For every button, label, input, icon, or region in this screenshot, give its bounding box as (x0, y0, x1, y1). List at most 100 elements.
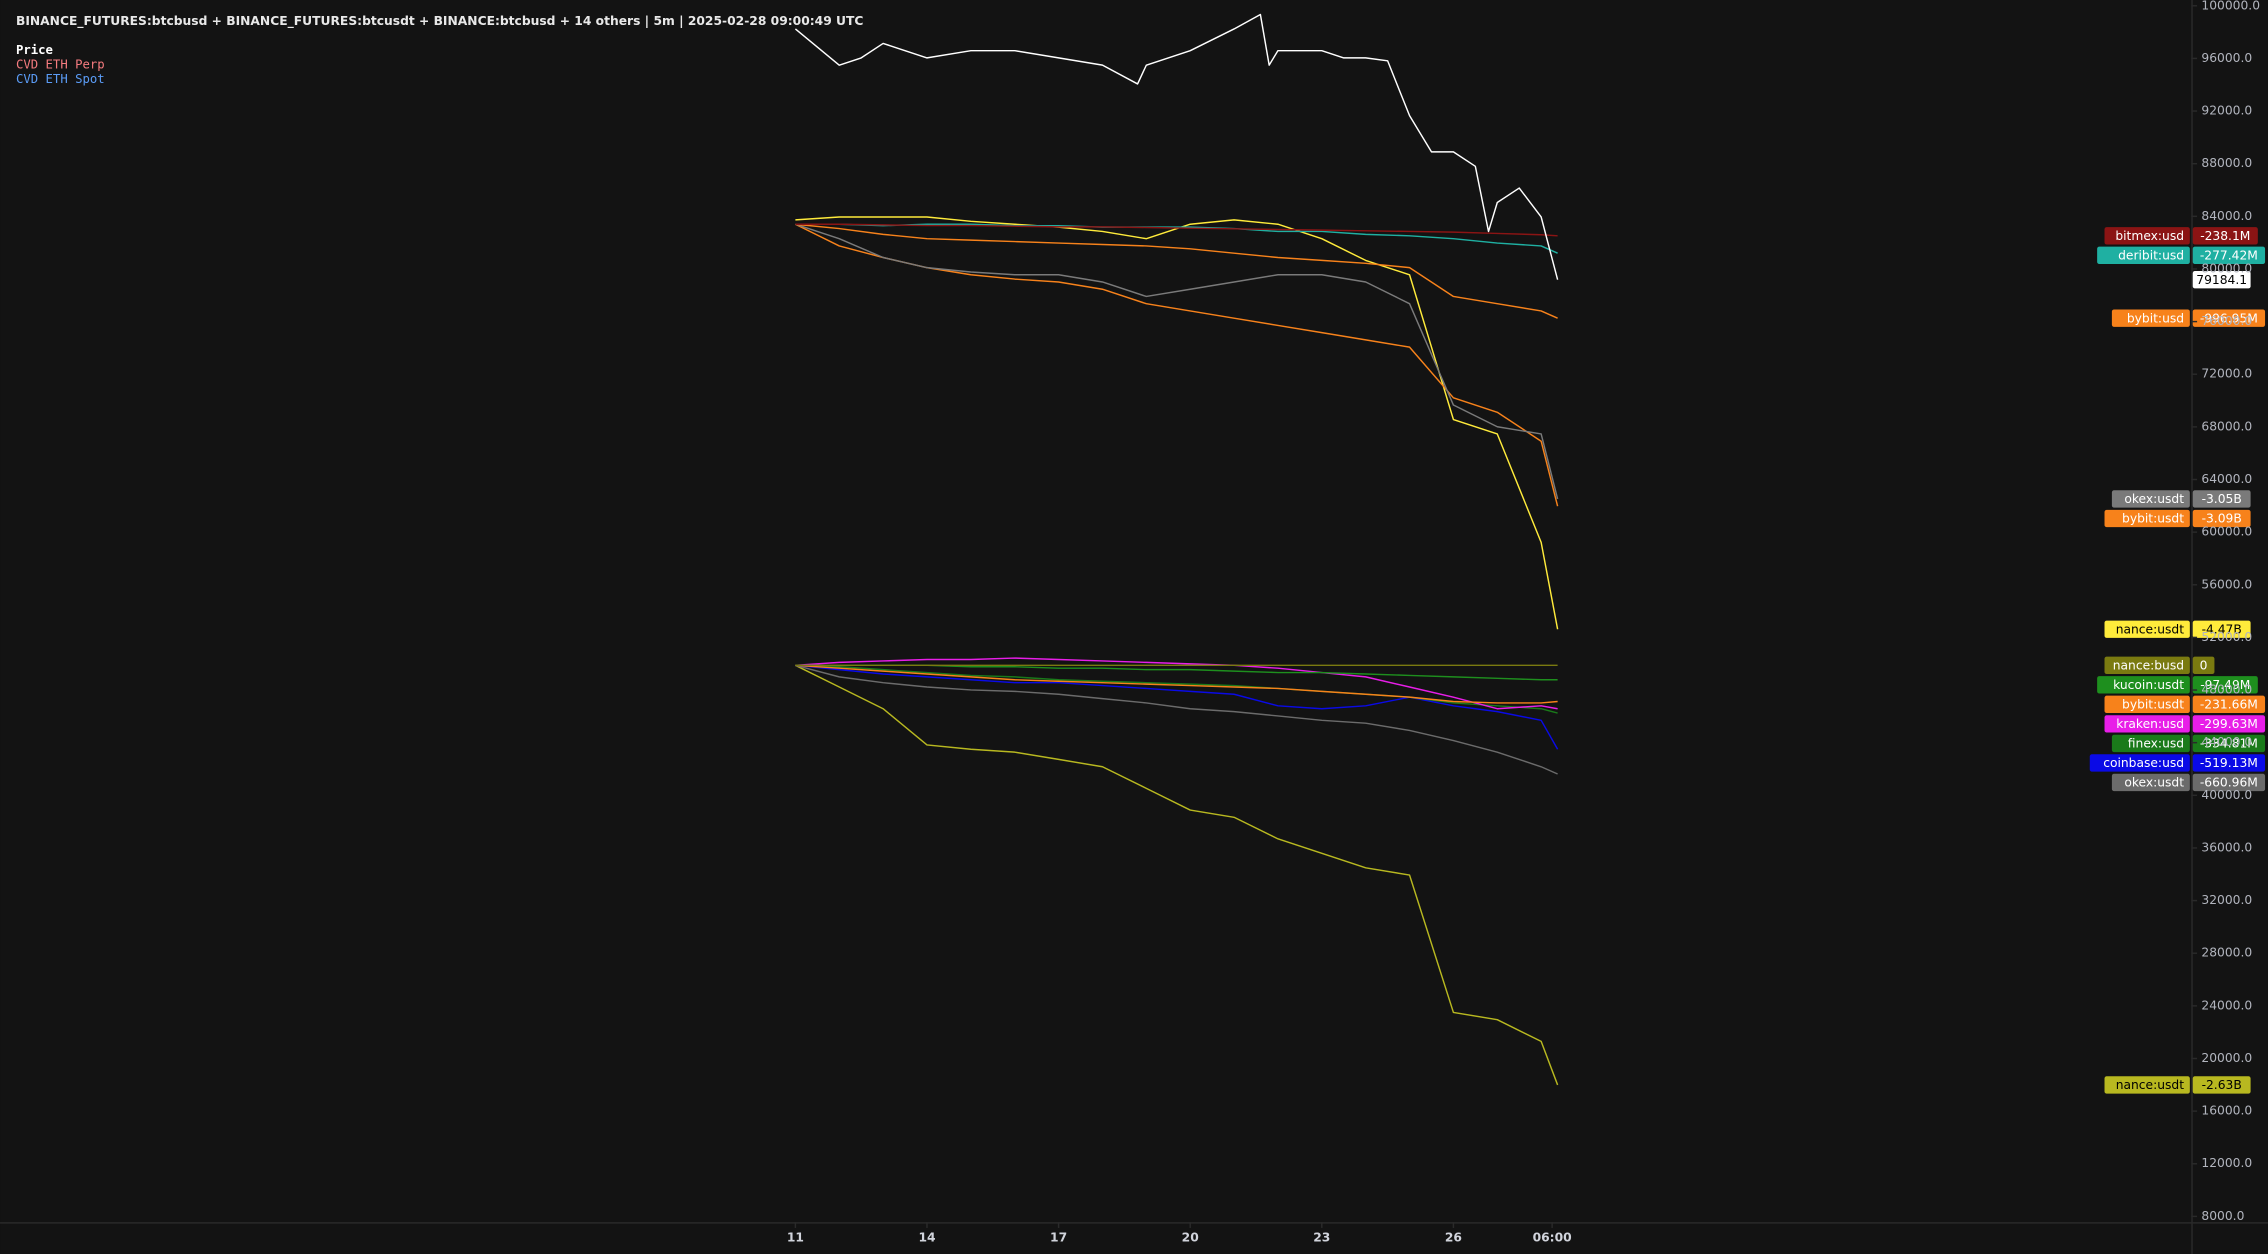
y-tick-label: 72000.0 (2201, 367, 2252, 381)
y-tick-label: 92000.0 (2201, 104, 2252, 118)
tag-value: -660.96M (2200, 776, 2258, 790)
tag-value: -519.13M (2200, 756, 2258, 770)
tag-value-box (2192, 620, 2251, 638)
x-tick-label: 17 (1050, 1231, 1067, 1245)
tag-value-box (2192, 309, 2266, 327)
tag-value: -299.63M (2200, 717, 2258, 731)
y-tick-label: 32000.0 (2201, 893, 2252, 907)
tag-name: bitmex:usd (2115, 229, 2184, 243)
tag-name: kucoin:usdt (2113, 678, 2184, 692)
y-tick-label: 76000.0 (2201, 314, 2252, 328)
tag-name: deribit:usd (2118, 249, 2184, 263)
tag-value: -2.63B (2202, 1078, 2242, 1092)
tag-value: -277.42M (2200, 249, 2258, 263)
tag-name: bybit:usdt (2122, 512, 2184, 526)
tag-name-box (2104, 227, 2190, 245)
tag-name: kraken:usd (2116, 717, 2184, 731)
tag-name-box (2104, 509, 2190, 528)
tag-name: nance:usdt (2116, 622, 2185, 636)
y-tick-label: 60000.0 (2201, 525, 2252, 539)
series-line (795, 223, 1558, 254)
y-tick-label: 64000.0 (2201, 472, 2252, 486)
x-tick-label: 14 (918, 1231, 935, 1245)
tag-name: nance:busd (2113, 659, 2184, 673)
series-line (795, 664, 1559, 750)
legend-entry: CVD ETH Spot (16, 72, 105, 86)
chart-title: BINANCE_FUTURES:btcbusd + BINANCE_FUTURE… (16, 14, 863, 29)
tag-name-box (2104, 1076, 2190, 1094)
x-tick-label: 20 (1182, 1231, 1199, 1245)
y-tick-label: 36000.0 (2201, 840, 2252, 854)
tag-value-box (2192, 246, 2266, 265)
y-tick-label: 88000.0 (2201, 156, 2252, 170)
tag-name-box (2111, 734, 2190, 753)
x-tick-label: 06:00 (1533, 1231, 1572, 1245)
tag-value-box (2192, 773, 2266, 792)
tag-name: bybit:usdt (2122, 698, 2184, 712)
tag-name-box (2111, 309, 2190, 327)
y-tick-label: 28000.0 (2201, 946, 2252, 960)
tag-value-box (2192, 734, 2266, 753)
tag-name-box (2111, 773, 2190, 792)
y-tick-label: 40000.0 (2201, 788, 2252, 802)
series-line (795, 216, 1559, 630)
y-tick-label: 52000.0 (2201, 630, 2252, 644)
x-tick-label: 23 (1313, 1231, 1330, 1245)
series-line (795, 223, 1558, 237)
tag-name: okex:usdt (2124, 492, 2184, 506)
series-line (795, 657, 1558, 710)
tag-value-box (2192, 754, 2266, 772)
tag-value: -4.47B (2202, 622, 2242, 636)
tag-name-box (2097, 676, 2190, 694)
tag-name-box (2089, 754, 2190, 772)
legend-entry: Price (16, 43, 53, 57)
tag-value-box (2192, 227, 2258, 245)
series-line (795, 223, 1558, 319)
series-line (795, 664, 1558, 704)
y-tick-label: 16000.0 (2201, 1104, 2252, 1118)
tag-name-box (2104, 620, 2190, 638)
tag-name-box (2104, 656, 2190, 674)
y-tick-label: 80000.0 (2201, 261, 2252, 275)
x-tick-label: 11 (787, 1231, 804, 1245)
tag-name-box (2104, 695, 2190, 714)
y-tick-label: 84000.0 (2201, 209, 2252, 223)
tag-name: finex:usd (2128, 737, 2184, 751)
y-tick-label: 8000.0 (2201, 1209, 2244, 1223)
y-tick-label: 24000.0 (2201, 998, 2252, 1012)
tag-value: -231.66M (2200, 698, 2258, 712)
tag-name: coinbase:usd (2103, 756, 2184, 770)
tag-value-box (2192, 676, 2258, 694)
tag-value-box (2192, 656, 2215, 674)
tag-name: nance:usdt (2116, 1078, 2185, 1092)
series-line (795, 223, 1559, 500)
y-tick-label: 20000.0 (2201, 1051, 2252, 1065)
price-tags: bitmex:usd -238.1M deribit:usd -277.42M 7918… (2089, 227, 2266, 1094)
y-tick-label: 44000.0 (2201, 735, 2252, 749)
last-price-box (2192, 271, 2251, 289)
series-line (795, 664, 1558, 775)
tag-value-box (2192, 490, 2251, 508)
y-tick-label: 12000.0 (2201, 1156, 2252, 1170)
x-tick-label: 26 (1445, 1231, 1462, 1245)
legend-entry: CVD ETH Perp (16, 58, 105, 72)
y-tick-label: 96000.0 (2201, 51, 2252, 65)
y-tick-label: 100000.0 (2201, 0, 2260, 12)
tag-name: bybit:usd (2127, 311, 2184, 325)
tag-value: 0 (2200, 659, 2208, 673)
tag-name-box (2097, 246, 2190, 265)
y-tick-label: 68000.0 (2201, 419, 2252, 433)
last-price: 79184.1 (2196, 273, 2247, 287)
tag-name-box (2111, 490, 2190, 508)
tag-name-box (2104, 715, 2190, 733)
tag-value: -996.95M (2200, 311, 2258, 325)
y-tick-label: 48000.0 (2201, 683, 2252, 697)
tag-value: -238.1M (2200, 229, 2250, 243)
tag-value: -97.49M (2200, 678, 2250, 692)
tag-value: -3.09B (2202, 512, 2242, 526)
tag-name: okex:usdt (2124, 776, 2184, 790)
tag-value-box (2192, 1076, 2251, 1094)
y-tick-label: 56000.0 (2201, 577, 2252, 591)
